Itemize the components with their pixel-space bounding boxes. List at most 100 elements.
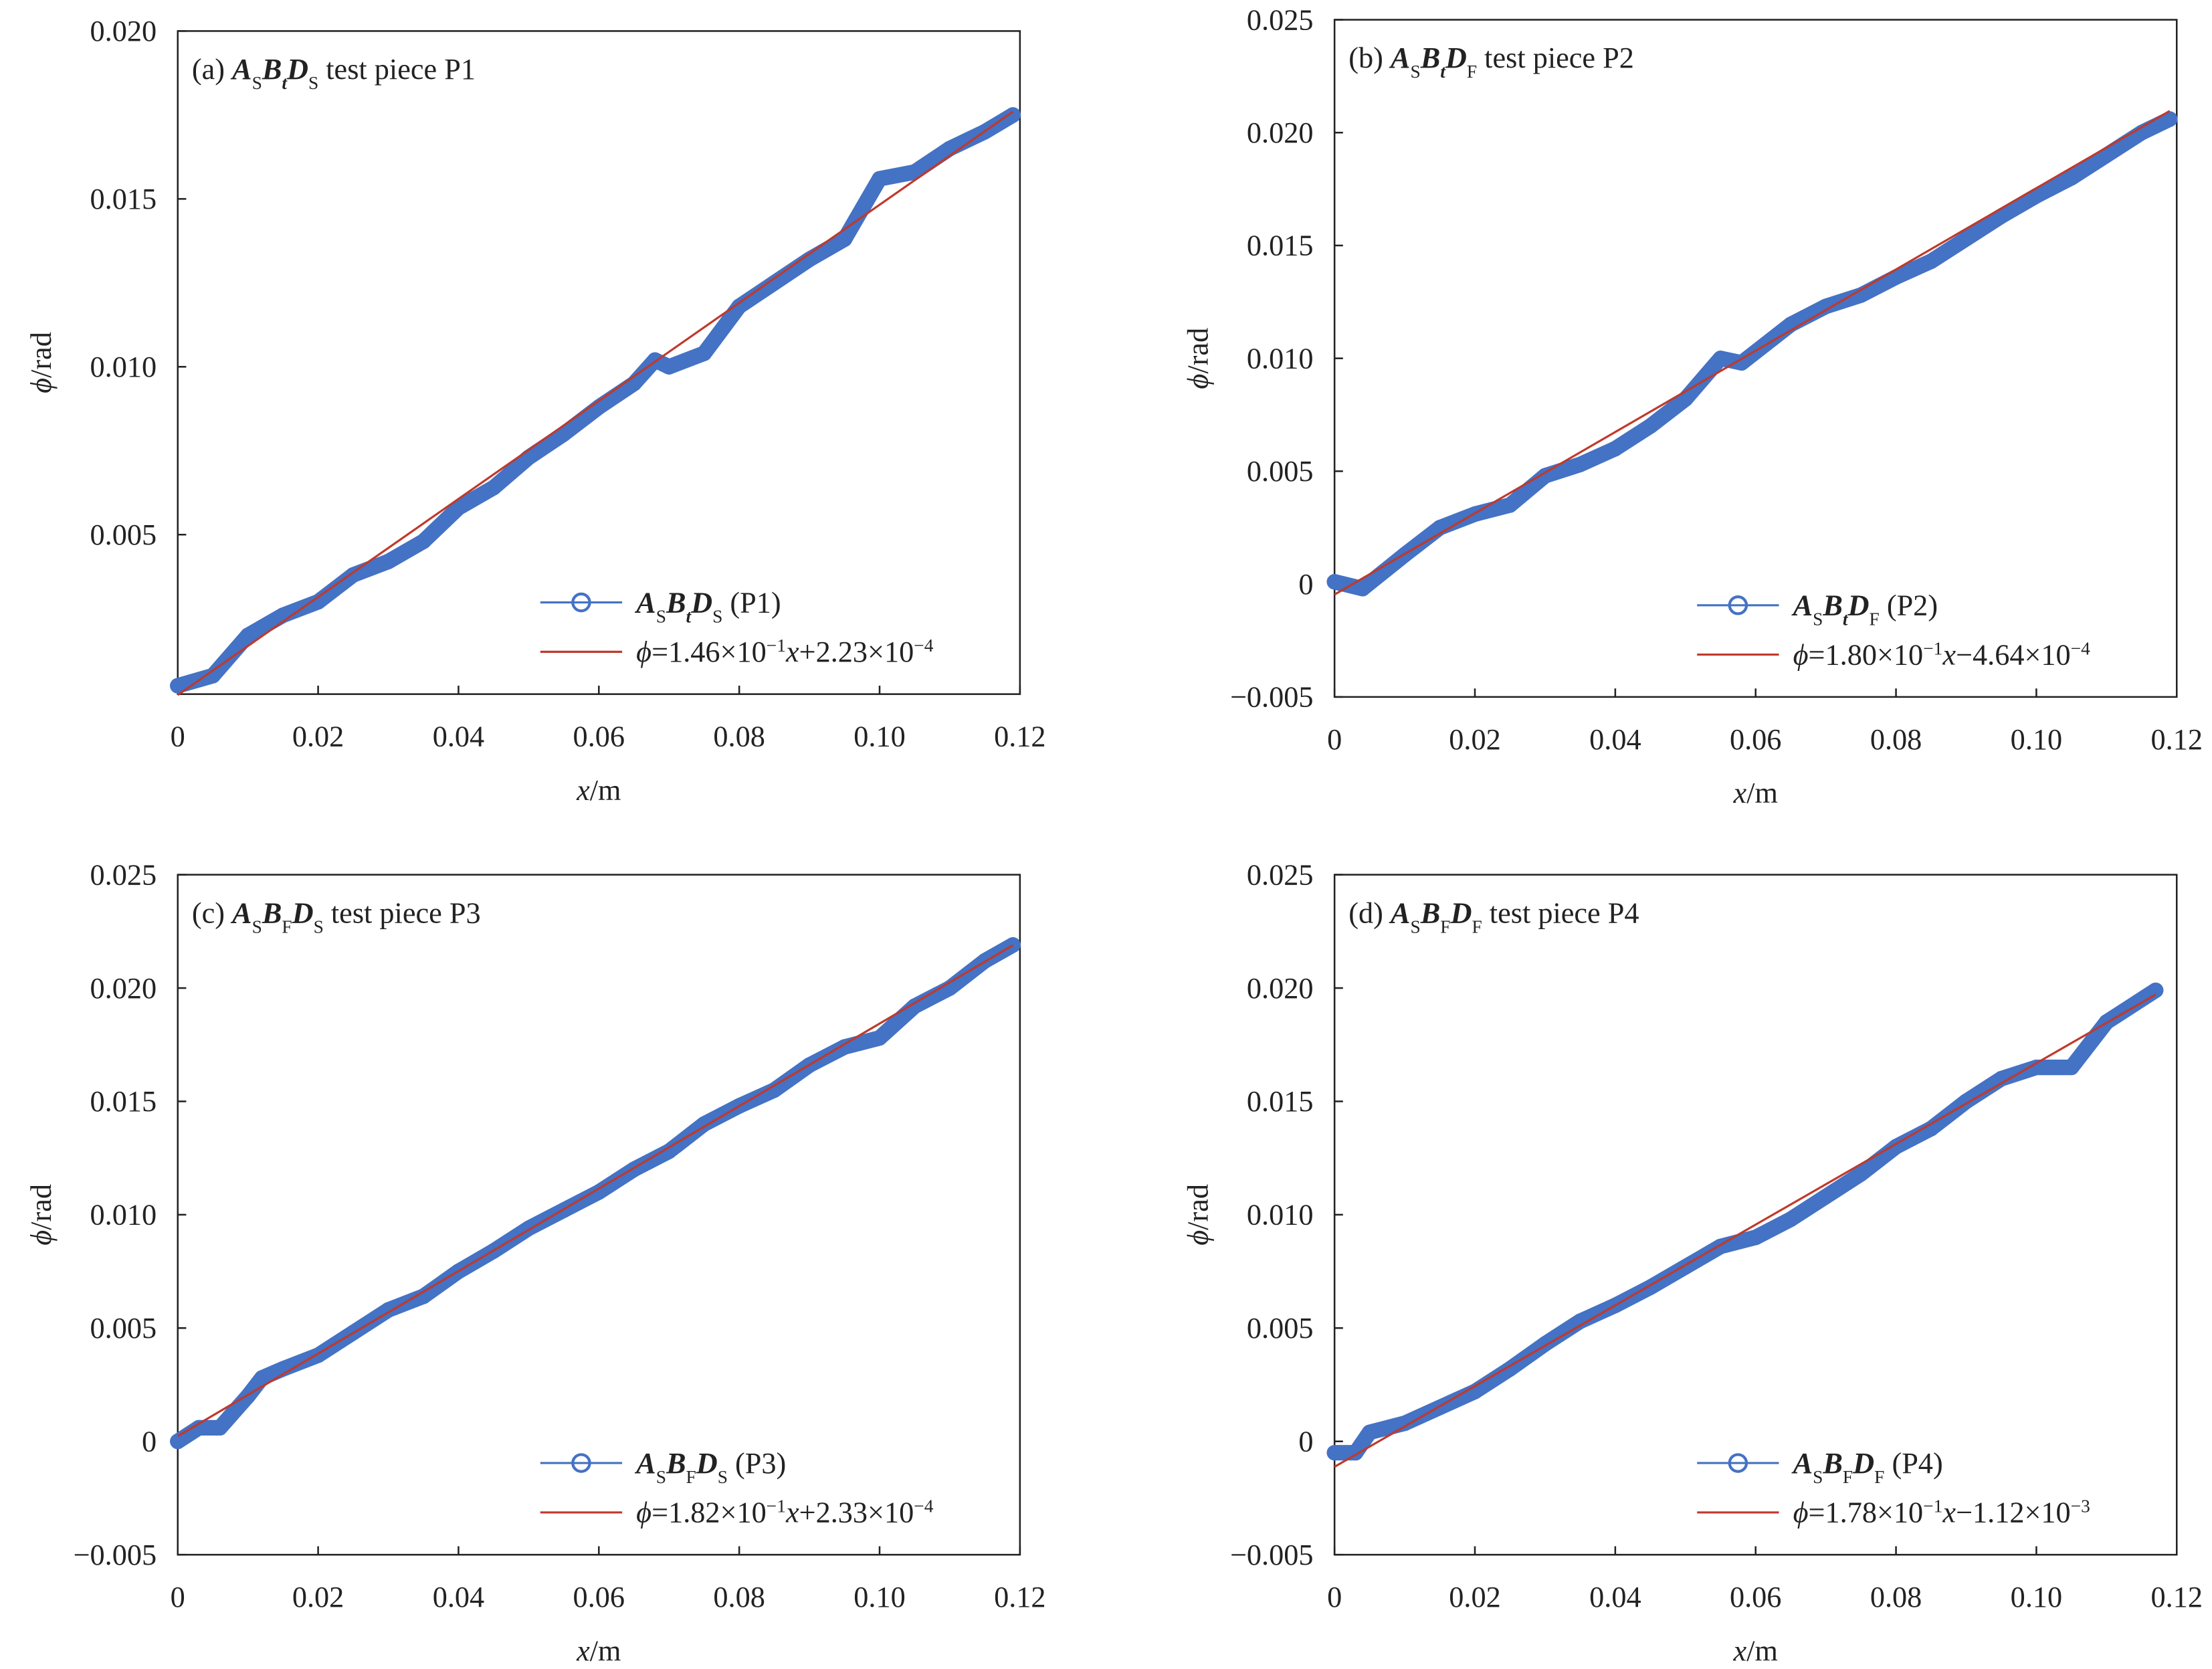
text-part: B (1822, 1447, 1843, 1480)
text-part: S (656, 606, 666, 626)
data-point (1397, 547, 1413, 563)
text-part: S (1410, 62, 1420, 82)
text-part: D (1445, 41, 1467, 74)
text-part: (d) (1348, 896, 1391, 929)
text-part: test piece P3 (324, 896, 481, 929)
y-tick-label: 0.020 (90, 15, 157, 47)
text-part: ϕ (1793, 1496, 1809, 1529)
y-tick-label: 0 (1298, 568, 1313, 601)
text-part: B (666, 1447, 686, 1480)
text-part: −1 (1923, 638, 1942, 658)
text-part: S (656, 1467, 666, 1487)
x-tick-label: 0 (171, 720, 185, 753)
text-part: S (718, 1467, 728, 1487)
text-part: x (1733, 777, 1747, 809)
x-tick-label: 0.04 (433, 720, 484, 753)
data-point (345, 567, 361, 583)
fit-line (177, 944, 1014, 1438)
data-point (310, 1347, 326, 1363)
x-axis-label: x/m (576, 774, 621, 807)
y-axis-label: ϕ/rad (25, 1184, 58, 1246)
data-point (1431, 1399, 1448, 1415)
data-point (1354, 581, 1371, 597)
data-point (450, 1264, 467, 1280)
text-part: F (1472, 916, 1482, 937)
y-tick-label: 0.005 (1247, 1312, 1314, 1345)
text-part: /m (590, 1634, 621, 1667)
x-tick-label: 0.12 (994, 1581, 1045, 1613)
y-tick-label: 0.010 (1247, 1199, 1314, 1232)
text-part: ϕ (1793, 638, 1809, 671)
text-part: (P2) (1880, 589, 1938, 622)
text-part: ϕ (25, 378, 58, 393)
data-point (647, 352, 663, 368)
data-point (626, 375, 642, 391)
data-point (1362, 1424, 1378, 1440)
data-point (1888, 269, 1904, 285)
data-point (1467, 506, 1483, 522)
data-point (1923, 253, 1939, 270)
x-tick-label: 0.04 (1589, 1581, 1641, 1613)
data-point (1607, 441, 1623, 457)
data-point (1572, 456, 1589, 472)
data-point (415, 533, 431, 549)
fit-line (1334, 993, 2156, 1468)
text-part: A (634, 1447, 656, 1480)
data-point (556, 1202, 572, 1218)
legend-label: ϕ=1.82×10−1x+2.33×10−4 (636, 1496, 934, 1529)
subplot: 0 0.02 0.04 0.06 0.08 0.10 0.12 −0.005 0 0.005 0.0… (25, 858, 1046, 1667)
y-axis-label: ϕ/rad (25, 332, 58, 393)
x-tick-label: 0.12 (994, 720, 1045, 753)
text-part: A (230, 896, 252, 929)
text-part: S (1813, 609, 1823, 629)
text-part: /m (590, 774, 621, 807)
data-line (1326, 982, 2164, 1461)
legend-label: ϕ=1.78×10−1x−1.12×10−3 (1793, 1496, 2090, 1529)
x-tick-label: 0.02 (1449, 1581, 1500, 1613)
text-part: A (230, 53, 252, 86)
text-part: −1 (767, 1496, 786, 1516)
text-part: A (1389, 41, 1411, 74)
data-point (696, 345, 712, 361)
text-part: /rad (25, 332, 58, 378)
legend-label: ASBtDS (P1) (634, 586, 781, 626)
data-point (556, 426, 572, 442)
x-tick-label: 0.06 (573, 720, 625, 753)
y-tick-label: 0.015 (1247, 1085, 1314, 1118)
data-point (1502, 497, 1518, 513)
x-tick-label: 0.12 (2151, 723, 2203, 756)
y-axis-label: ϕ/rad (1181, 328, 1214, 389)
text-part: F (1870, 609, 1880, 629)
x-tick-label: 0 (1327, 723, 1342, 756)
data-point (520, 1220, 536, 1236)
x-axis-label: x/m (1733, 1634, 1778, 1667)
y-tick-label: 0.010 (90, 351, 157, 383)
text-part: D (292, 896, 314, 929)
data-point (731, 1098, 747, 1114)
text-part: =1.82×10 (651, 1496, 767, 1529)
text-part: x (1733, 1634, 1747, 1667)
text-part: (P4) (1884, 1447, 1942, 1480)
text-part: F (1440, 916, 1450, 937)
text-part: /rad (25, 1184, 58, 1230)
subplot: 0 0.02 0.04 0.06 0.08 0.10 0.12 0.005 0.010 0.015… (25, 15, 1046, 807)
text-part: S (1410, 916, 1420, 937)
data-point (1348, 1445, 1364, 1461)
text-part: F (686, 1467, 696, 1487)
data-point (345, 1324, 361, 1341)
y-tick-label: −0.005 (74, 1539, 157, 1571)
text-part: D (1852, 1447, 1874, 1480)
text-part: D (690, 586, 712, 619)
data-point (2098, 147, 2114, 163)
x-tick-label: 0.08 (713, 720, 765, 753)
text-part: A (1791, 589, 1813, 622)
y-tick-label: 0.015 (90, 183, 157, 215)
text-part: /m (1746, 777, 1778, 809)
text-part: t (686, 606, 692, 626)
text-part: (P3) (728, 1447, 786, 1480)
data-point (1853, 1166, 1869, 1182)
y-tick-label: 0.005 (90, 518, 157, 551)
text-part: (P1) (722, 586, 781, 619)
fit-line (1334, 110, 2171, 596)
